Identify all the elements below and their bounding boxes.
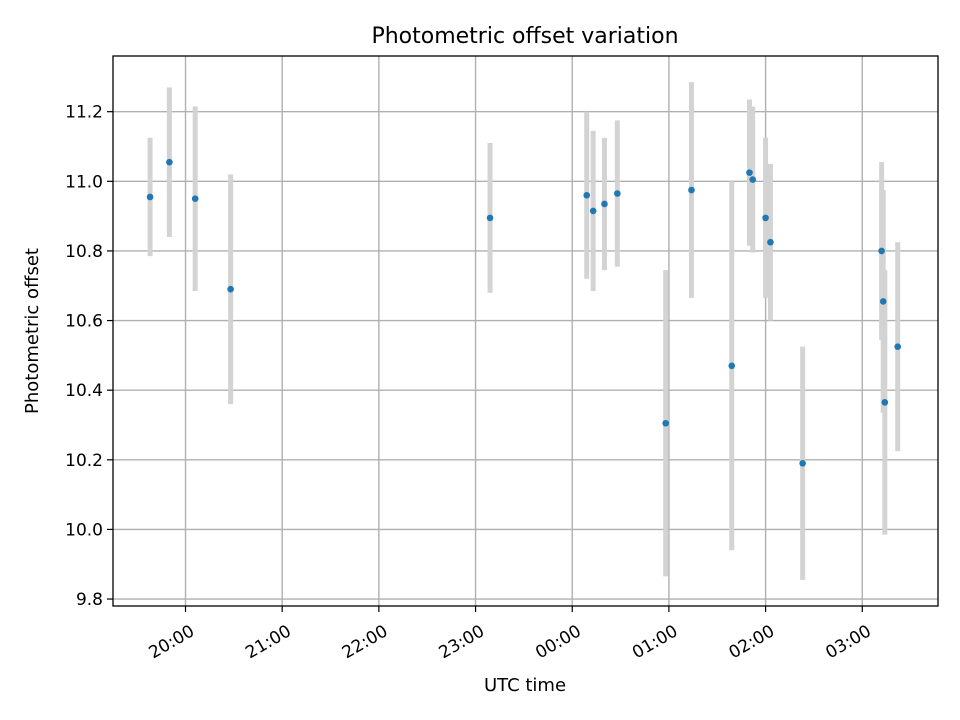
data-point: [614, 190, 621, 197]
plot-frame: [112, 55, 939, 607]
data-point: [146, 193, 154, 201]
data-point: [662, 419, 669, 427]
x-axis-label: UTC time: [484, 675, 566, 696]
data-point: [688, 186, 695, 194]
data-point: [728, 362, 736, 370]
x-tick-label: 03:00: [822, 621, 874, 663]
data-point: [881, 399, 889, 406]
data-point: [601, 200, 608, 208]
point-layer: [146, 158, 902, 467]
y-tick-label: 10.2: [65, 451, 103, 471]
data-point: [227, 285, 234, 293]
data-point: [583, 191, 591, 199]
y-tick-label: 11.0: [65, 172, 103, 192]
x-tick-label: 23:00: [436, 621, 488, 663]
y-tick-label: 10.4: [65, 381, 103, 401]
data-point: [767, 238, 774, 246]
data-point: [589, 207, 597, 215]
data-point: [486, 214, 494, 222]
y-tick-label: 9.8: [76, 590, 103, 610]
grid-layer: [113, 56, 938, 606]
x-tick-label: 20:00: [146, 621, 198, 663]
data-point: [799, 459, 806, 467]
data-point: [762, 214, 769, 222]
chart-title: Photometric offset variation: [371, 24, 678, 49]
x-tick-label: 22:00: [339, 621, 391, 663]
data-point: [166, 158, 173, 166]
y-tick-label: 11.2: [65, 103, 103, 123]
x-tick-label: 00:00: [532, 621, 584, 663]
x-tick-label: 21:00: [242, 621, 294, 663]
y-tick-label: 10.8: [65, 242, 103, 262]
data-point: [191, 195, 199, 203]
data-point: [894, 343, 902, 350]
y-tick-label: 10.6: [65, 312, 103, 332]
y-axis-label: Photometric offset: [22, 248, 43, 414]
y-tick-label: 10.0: [65, 520, 103, 540]
data-point: [746, 169, 753, 176]
errorbar-layer: [147, 82, 901, 580]
data-point: [749, 176, 756, 183]
data-point: [879, 298, 887, 305]
data-point: [878, 247, 885, 255]
x-tick-label: 01:00: [629, 621, 681, 663]
x-tick-label: 02:00: [726, 621, 778, 663]
